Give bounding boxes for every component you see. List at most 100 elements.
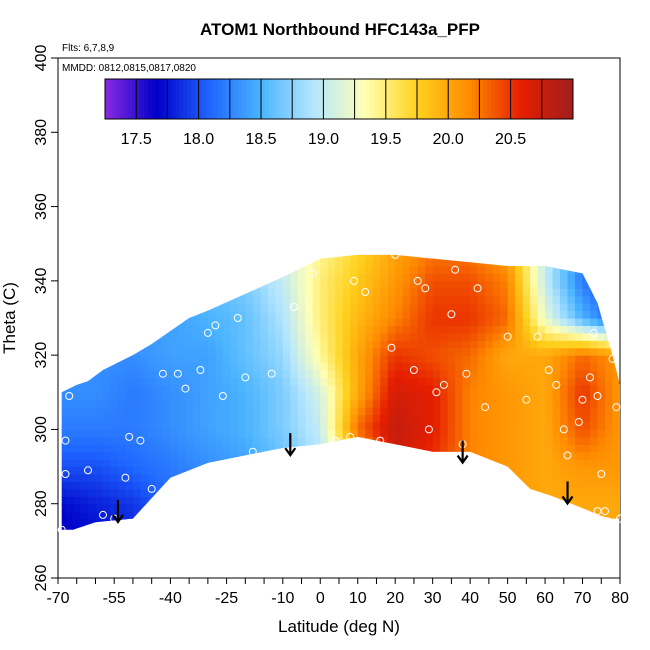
heatmap-cell: [485, 254, 494, 260]
heatmap-cell: [162, 414, 171, 423]
heatmap-cell: [440, 325, 449, 334]
heatmap-cell: [620, 422, 628, 430]
heatmap-cell: [455, 370, 464, 378]
heatmap-cell: [372, 377, 381, 386]
colorbar-segment: [276, 79, 281, 119]
heatmap-cell: [350, 318, 359, 326]
heatmap-cell: [88, 295, 97, 304]
heatmap-cell: [402, 340, 411, 349]
heatmap-cell: [372, 392, 381, 401]
heatmap-cell: [477, 332, 486, 341]
heatmap-cell: [537, 474, 546, 482]
colorbar-segment: [432, 79, 437, 119]
heatmap-cell: [455, 266, 464, 274]
heatmap-cell: [275, 325, 284, 334]
heatmap-cell: [185, 273, 194, 282]
heatmap-cell: [350, 422, 359, 430]
colorbar-segment: [331, 79, 336, 119]
heatmap-cell: [357, 488, 366, 497]
heatmap-cell: [290, 347, 299, 356]
heatmap-cell: [552, 258, 561, 267]
heatmap-cell: [73, 481, 82, 490]
heatmap-cell: [597, 488, 606, 497]
heatmap-cell: [590, 488, 599, 497]
heatmap-cell: [507, 384, 516, 393]
heatmap-cell: [530, 444, 539, 453]
heatmap-cell: [612, 451, 620, 460]
heatmap-cell: [402, 384, 411, 393]
heatmap-cell: [297, 488, 306, 497]
heatmap-cell: [170, 325, 179, 334]
heatmap-cell: [170, 244, 178, 252]
heatmap-cell: [537, 377, 546, 386]
heatmap-cell: [267, 518, 276, 527]
heatmap-cell: [110, 288, 119, 297]
heatmap-cell: [560, 503, 569, 512]
heatmap-cell: [485, 422, 494, 430]
heatmap-cell: [80, 459, 89, 468]
colorbar-segment: [315, 79, 320, 119]
heatmap-cell: [110, 407, 119, 416]
dates-annotation: MMDD: 0812,0815,0817,0820: [62, 63, 196, 74]
heatmap-cell: [320, 318, 329, 326]
heatmap-cell: [440, 488, 449, 497]
heatmap-cell: [350, 370, 359, 378]
heatmap-cell: [73, 474, 82, 482]
heatmap-cell: [230, 244, 238, 252]
heatmap-cell: [477, 362, 486, 371]
heatmap-cell: [500, 488, 509, 497]
y-axis-label: Theta (C): [0, 282, 19, 354]
heatmap-cell: [290, 254, 299, 260]
heatmap-cell: [297, 325, 306, 334]
heatmap-cell: [260, 481, 269, 490]
heatmap-cell: [470, 459, 479, 468]
heatmap-cell: [335, 384, 344, 393]
heatmap-cell: [372, 407, 381, 416]
heatmap-cell: [492, 347, 501, 356]
heatmap-cell: [620, 452, 628, 460]
heatmap-cell: [380, 474, 389, 482]
heatmap-cell: [327, 258, 336, 267]
heatmap-cell: [110, 459, 119, 468]
heatmap-cell: [365, 340, 374, 349]
heatmap-cell: [605, 347, 614, 356]
heatmap-cell: [537, 399, 546, 408]
heatmap-cell: [365, 303, 374, 312]
heatmap-cell: [110, 436, 119, 445]
heatmap-cell: [73, 318, 82, 326]
heatmap-cell: [162, 407, 171, 416]
heatmap-cell: [155, 422, 164, 430]
heatmap-cell: [342, 280, 351, 289]
colorbar-segment: [342, 79, 348, 119]
heatmap-cell: [95, 429, 104, 438]
heatmap-cell: [447, 377, 456, 386]
colorbar-segment: [557, 79, 562, 119]
heatmap-cell: [552, 280, 561, 289]
heatmap-cell: [507, 436, 516, 445]
heatmap-cell: [425, 384, 434, 393]
heatmap-cell: [132, 451, 141, 460]
heatmap-cell: [80, 280, 89, 289]
heatmap-cell: [515, 496, 524, 505]
heatmap-cell: [282, 340, 291, 349]
heatmap-cell: [328, 533, 336, 541]
heatmap-cell: [147, 392, 156, 401]
heatmap-cell: [147, 459, 156, 468]
heatmap-cell: [162, 488, 171, 497]
heatmap-cell: [297, 451, 306, 460]
x-tick-label: -55: [103, 590, 126, 607]
heatmap-cell: [162, 503, 171, 512]
heatmap-cell: [567, 295, 576, 304]
heatmap-cell: [410, 273, 419, 282]
heatmap-cell: [252, 340, 261, 349]
heatmap-cell: [492, 258, 501, 267]
heatmap-cell: [590, 422, 599, 430]
heatmap-cell: [380, 511, 389, 520]
heatmap-cell: [252, 362, 261, 371]
heatmap-cell: [545, 288, 554, 297]
heatmap-cell: [140, 347, 149, 356]
heatmap-cell: [88, 288, 97, 297]
heatmap-cell: [305, 332, 314, 341]
heatmap-cell: [612, 295, 620, 304]
heatmap-cell: [80, 318, 89, 326]
